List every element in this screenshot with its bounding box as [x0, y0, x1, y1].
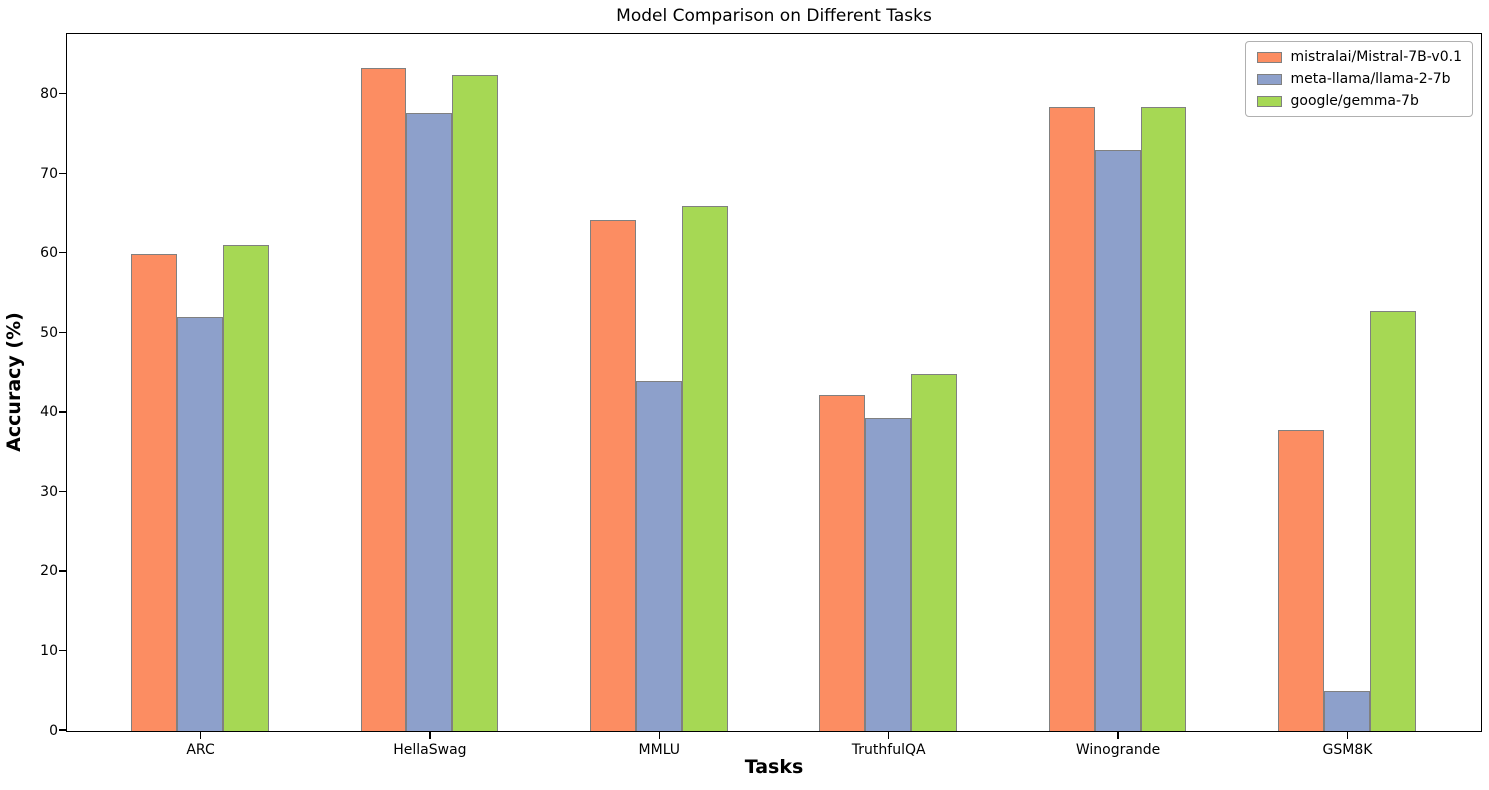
legend-swatch-icon: [1256, 73, 1282, 85]
legend-swatch-icon: [1256, 95, 1282, 107]
x-tick-label-arc: ARC: [186, 742, 215, 758]
y-tick-label: 10: [40, 642, 58, 659]
y-tick-label: 20: [40, 563, 58, 580]
y-tick-mark: [58, 649, 66, 652]
plot-area: mistralai/Mistral-7B-v0.1 meta-llama/llam…: [58, 33, 1482, 732]
legend-label: mistralai/Mistral-7B-v0.1: [1290, 49, 1463, 65]
bar-hellaswag-series-1: [406, 112, 453, 731]
bar-winogrande-series-2: [1140, 106, 1187, 731]
y-tick-label: 70: [40, 165, 58, 182]
bar-gsm8k-series-2: [1369, 311, 1416, 731]
bar-gsm8k-series-1: [1324, 691, 1370, 731]
bar-mmlu-series-1: [635, 381, 682, 731]
x-tick-mark: [429, 732, 431, 739]
y-tick-mark: [58, 570, 66, 572]
x-tick-label-hellaswag: HellaSwag: [393, 742, 467, 758]
y-axis-label: Accuracy (%): [3, 312, 25, 452]
bar-arc-series-2: [222, 245, 269, 731]
y-tick-mark: [58, 411, 66, 413]
x-axis-label: Tasks: [744, 756, 804, 778]
bar-winogrande-series-0: [1048, 107, 1095, 731]
y-tick-label: 40: [40, 404, 58, 421]
bar-arc-series-0: [131, 253, 178, 731]
legend-item-0: mistralai/Mistral-7B-v0.1: [1256, 49, 1463, 65]
y-tick-label: 80: [40, 86, 58, 103]
legend-label: meta-llama/llama-2-7b: [1290, 71, 1451, 87]
y-tick-label: 0: [49, 722, 58, 739]
x-tick-mark: [1346, 732, 1349, 739]
x-tick-mark: [1117, 732, 1119, 739]
y-tick-mark: [58, 92, 66, 95]
bar-arc-series-1: [177, 316, 223, 731]
bar-truthfulqa-series-0: [819, 395, 866, 731]
y-tick-label: 60: [40, 245, 58, 262]
y-tick-mark: [58, 252, 66, 254]
bar-truthfulqa-series-2: [911, 373, 957, 731]
legend-swatch-icon: [1256, 51, 1282, 63]
bar-mmlu-series-0: [589, 220, 636, 731]
x-tick-label-truthfulqa: TruthfulQA: [851, 742, 926, 758]
bar-winogrande-series-1: [1094, 150, 1141, 731]
x-tick-mark: [658, 732, 660, 739]
bar-hellaswag-series-2: [452, 74, 499, 731]
y-tick-mark: [58, 172, 66, 174]
y-tick-mark: [58, 490, 66, 493]
y-tick-label: 50: [40, 324, 58, 341]
bar-truthfulqa-series-1: [865, 418, 912, 731]
bar-gsm8k-series-0: [1278, 430, 1325, 731]
x-tick-mark: [887, 732, 890, 739]
y-tick-mark: [58, 331, 66, 333]
x-tick-label-gsm8k: GSM8K: [1322, 742, 1373, 758]
x-tick-mark: [199, 732, 202, 739]
legend: mistralai/Mistral-7B-v0.1 meta-llama/llam…: [1244, 41, 1473, 117]
chart-title: Model Comparison on Different Tasks: [616, 6, 932, 26]
x-tick-label-winogrande: Winogrande: [1075, 742, 1161, 758]
bar-hellaswag-series-0: [360, 68, 407, 731]
legend-label: google/gemma-7b: [1290, 93, 1419, 109]
y-tick-label: 30: [40, 483, 58, 500]
bar-mmlu-series-2: [681, 206, 728, 731]
y-tick-mark: [58, 729, 66, 731]
legend-item-2: google/gemma-7b: [1256, 93, 1463, 109]
legend-item-1: meta-llama/llama-2-7b: [1256, 71, 1463, 87]
x-tick-label-mmlu: MMLU: [638, 742, 681, 758]
